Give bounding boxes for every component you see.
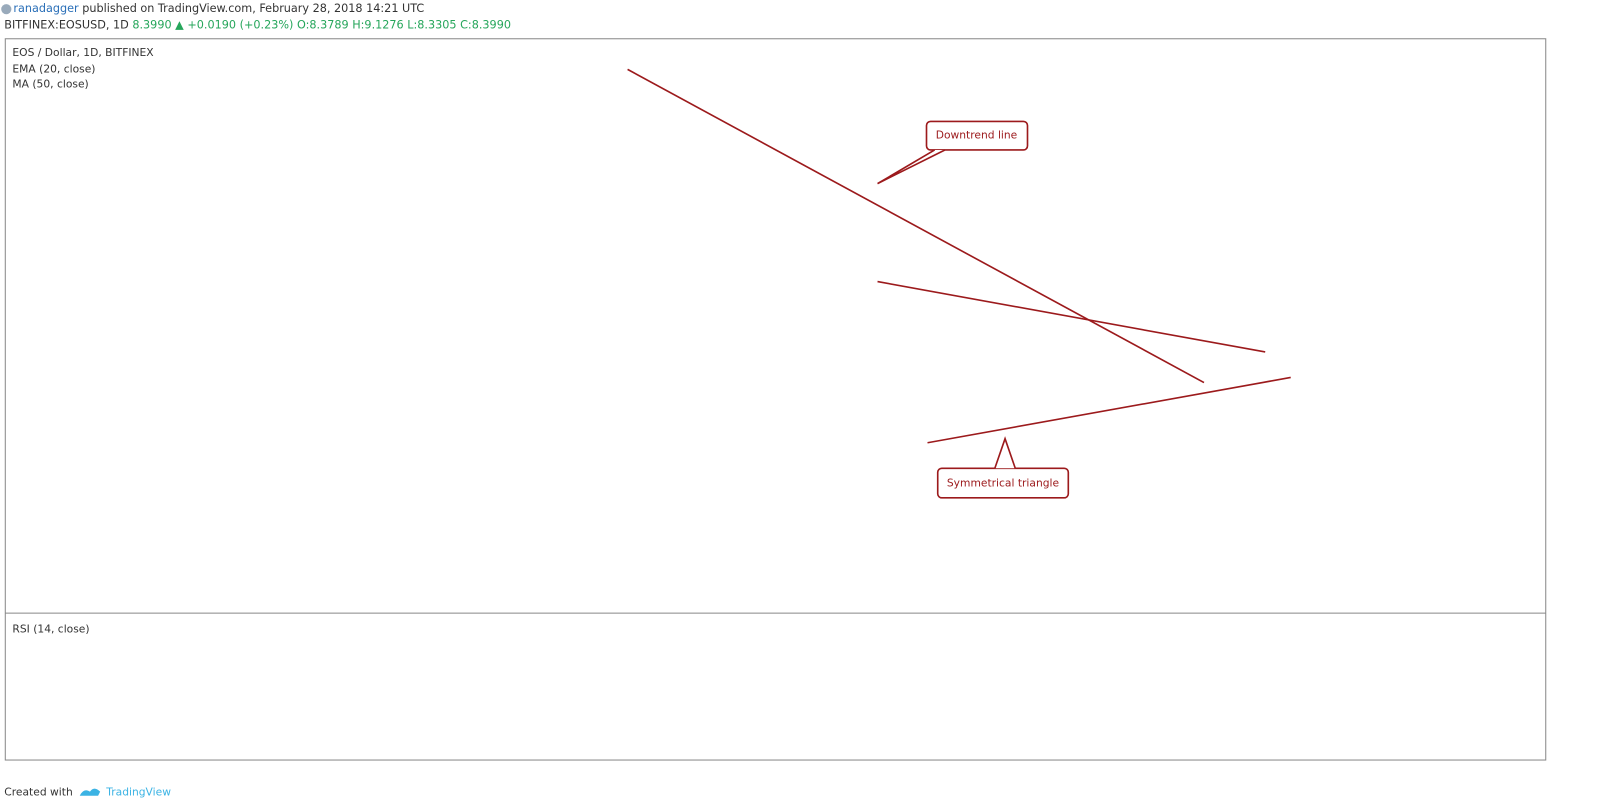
annotation: Symmetrical triangle xyxy=(947,477,1060,490)
footer-brand[interactable]: TradingView xyxy=(105,786,171,799)
annotation: Downtrend line xyxy=(936,129,1018,142)
series-title: EOS / Dollar, 1D, BITFINEX xyxy=(12,46,153,59)
triangle-upper xyxy=(877,280,1266,353)
callout-pointer xyxy=(994,436,1017,469)
header-line: ranadagger published on TradingView.com,… xyxy=(13,2,424,15)
drawings xyxy=(627,68,1291,499)
symbol-line: BITFINEX:EOSUSD, 1D 8.3990 ▲ +0.0190 (+0… xyxy=(4,19,511,32)
legend-entry: MA (50, close) xyxy=(12,78,88,91)
callout-pointer xyxy=(877,149,946,185)
change: ▲ +0.0190 (+0.23%) xyxy=(175,19,293,32)
logo xyxy=(79,788,101,796)
frame xyxy=(4,38,1547,761)
triangle-lower xyxy=(927,376,1291,444)
symbol: BITFINEX:EOSUSD, 1D xyxy=(4,19,129,32)
ohlc: O:8.3789 H:9.1276 L:8.3305 C:8.3990 xyxy=(297,19,511,32)
legend-entry: EMA (20, close) xyxy=(12,62,95,75)
rsi-title: RSI (14, close) xyxy=(12,622,89,635)
author[interactable]: ranadagger xyxy=(13,2,79,15)
callout-box xyxy=(925,120,1029,151)
published: published on TradingView.com, February 2… xyxy=(82,2,424,15)
downtrend-line xyxy=(627,68,1205,384)
footer-text: Created with xyxy=(4,786,72,799)
avatar xyxy=(1,4,12,15)
last-price: 8.3990 xyxy=(132,19,171,32)
